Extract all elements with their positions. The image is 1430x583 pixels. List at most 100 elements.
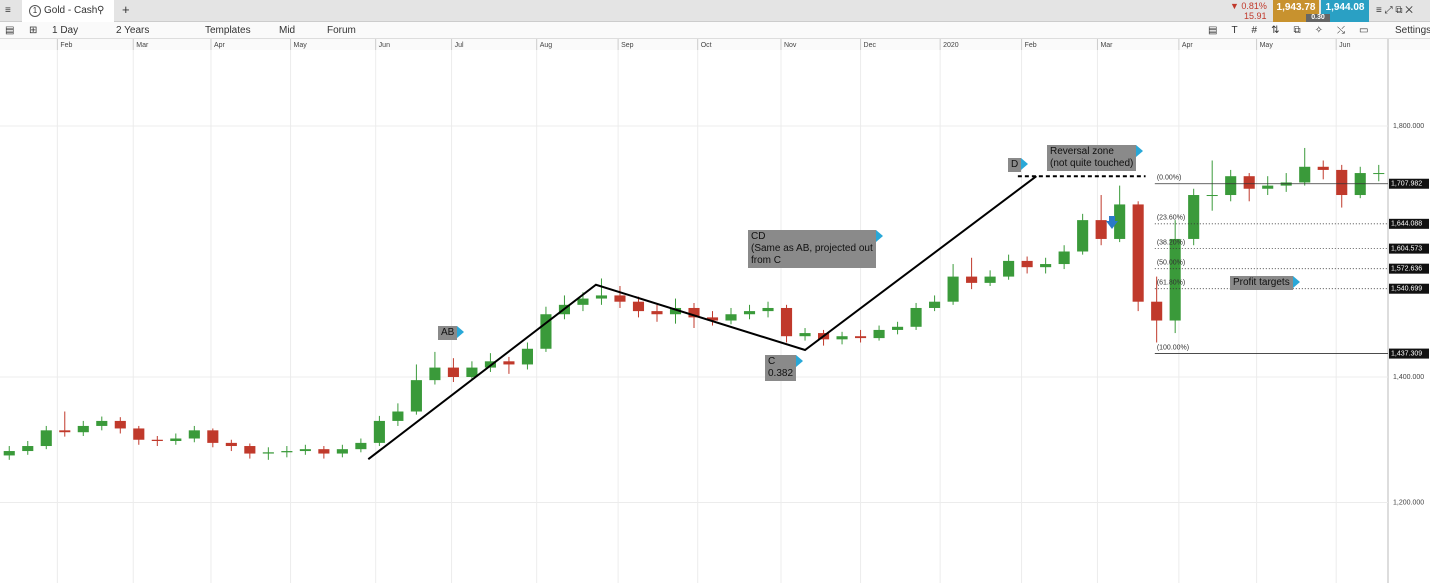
fib-price-box: [1389, 178, 1429, 189]
fib-price-box: [1389, 263, 1429, 274]
interval[interactable]: 1 Day: [52, 25, 79, 36]
toolbar: ▤ ⊞ 1 Day 2 Years Templates Mid Forum ▤T…: [0, 22, 1430, 39]
settings[interactable]: Settings: [1395, 25, 1430, 36]
fib-price-label: 1,572.636: [1391, 266, 1422, 273]
annotation[interactable]: C 0.382: [765, 355, 804, 381]
candle-body: [170, 438, 182, 442]
annotation-line: D: [1011, 159, 1019, 170]
range[interactable]: 2 Years: [116, 25, 150, 36]
candle-body: [77, 425, 89, 433]
x-tick-label: Jun: [379, 42, 390, 49]
fib-price-label: 1,644.088: [1391, 221, 1422, 228]
fib-price-label: 1,707.982: [1391, 181, 1422, 188]
candle-body: [1095, 220, 1107, 239]
candle-body: [1021, 260, 1033, 268]
forum[interactable]: Forum: [327, 25, 356, 36]
x-tick-label: Nov: [784, 42, 797, 49]
candle-body: [225, 442, 237, 447]
change-abs: 15.91: [1244, 11, 1267, 21]
candle-body: [96, 420, 108, 426]
candle-body: [188, 430, 200, 439]
x-tick-label: Mar: [1100, 42, 1113, 49]
buy-price[interactable]: 1,944.08: [1321, 0, 1369, 22]
annotation[interactable]: D: [1008, 158, 1029, 172]
candle-body: [336, 449, 348, 454]
x-tick-label: May: [1260, 42, 1274, 49]
price-type[interactable]: Mid: [279, 25, 296, 36]
fib-price-label: 1,437.309: [1391, 350, 1422, 357]
x-tick-label: Apr: [1182, 42, 1194, 49]
candle-body: [1169, 238, 1181, 321]
annotation[interactable]: AB: [438, 326, 465, 340]
tab[interactable]: [22, 0, 114, 22]
x-tick-label: 2020: [943, 42, 959, 49]
candle-body: [1077, 220, 1089, 252]
candle-body: [3, 451, 15, 456]
candle-body: [1114, 204, 1126, 239]
fib-label: (61.80%): [1157, 280, 1185, 287]
fib-price-box: [1389, 283, 1429, 294]
candle-body: [743, 311, 756, 315]
candle-body: [855, 336, 867, 339]
candle-body: [466, 367, 478, 377]
candle-body: [429, 367, 441, 381]
marker-arrow: [1106, 216, 1118, 229]
layout-icon[interactable]: ⊞: [29, 25, 38, 36]
candle-body: [299, 449, 311, 452]
fib-price-label: 1,604.573: [1391, 245, 1422, 252]
candle-body: [669, 307, 682, 315]
candle-body: [688, 307, 700, 318]
fib-label: (50.00%): [1157, 260, 1185, 267]
candle-body: [1206, 195, 1218, 197]
templates[interactable]: Templates: [205, 25, 251, 36]
candle-body: [892, 326, 904, 330]
fib-label: (100.00%): [1157, 344, 1189, 351]
annotation[interactable]: Reversal zone (not quite touched): [1047, 145, 1144, 171]
fib-price-box: [1389, 243, 1429, 254]
candle-body: [966, 276, 978, 283]
candle-body: [595, 295, 608, 299]
candle-body: [873, 329, 885, 339]
annotation[interactable]: Profit targets: [1230, 276, 1300, 290]
candle-body: [780, 307, 793, 337]
menu-icon[interactable]: ≡: [5, 5, 11, 16]
tab-title[interactable]: Gold - Cash: [44, 5, 98, 16]
change-pct: ▼ 0.81%: [1230, 1, 1267, 11]
x-tick-label: Mar: [136, 42, 149, 49]
annotation-line: AB: [441, 327, 455, 338]
candle-body: [318, 449, 330, 454]
candle-body: [244, 446, 256, 454]
candle-body: [1058, 251, 1070, 265]
candle-body: [1151, 301, 1163, 321]
search-icon[interactable]: ⚲: [97, 5, 105, 16]
fib-label: (23.60%): [1157, 215, 1185, 222]
candle-body: [1003, 260, 1015, 277]
fib-price-label: 1,540.699: [1391, 286, 1422, 293]
candle-body: [59, 430, 71, 433]
y-tick-label: 1,400.000: [1393, 374, 1424, 381]
annotation[interactable]: CD (Same as AB, projected out from C: [748, 230, 883, 268]
title-bar: ≡ 1 Gold - Cash ⚲ + ▼ 0.81% 15.91 1,943.…: [0, 0, 1430, 22]
candle-body: [910, 307, 922, 327]
candle-body: [1243, 176, 1255, 189]
candle-body: [355, 442, 367, 450]
tool-icons[interactable]: ▤T#⇅⧉✧⤯▭: [1208, 25, 1383, 36]
candle-body: [1132, 204, 1144, 302]
panel-icon[interactable]: ▤: [5, 25, 15, 36]
candle-body: [947, 276, 959, 302]
annotation-line: (Same as AB, projected out: [751, 243, 873, 254]
candle-body: [706, 317, 719, 321]
x-tick-label: Sep: [621, 42, 634, 49]
candle-body: [521, 348, 533, 365]
candle-body: [151, 439, 163, 442]
candle-body: [1262, 185, 1274, 189]
candle-body: [836, 336, 848, 340]
annotation-line: (not quite touched): [1050, 158, 1134, 169]
window-controls[interactable]: ≡ ⤢ ⧉ ✕: [1376, 5, 1413, 16]
candle-body: [1373, 173, 1385, 175]
candle-body: [447, 367, 459, 377]
add-tab[interactable]: +: [122, 2, 130, 17]
candle-body: [725, 314, 737, 321]
